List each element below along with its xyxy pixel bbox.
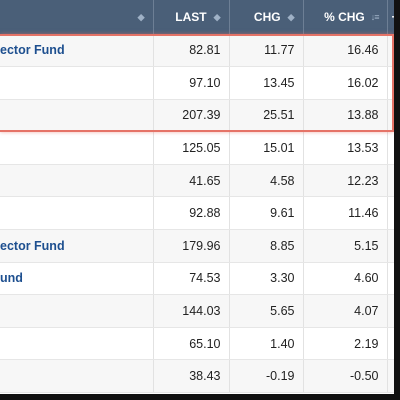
change-cell: 15.01 <box>229 131 304 165</box>
percent-change-cell: 11.46 <box>303 196 388 231</box>
last-price-cell: 125.05 <box>153 131 230 165</box>
column-header-last-label: LAST <box>175 10 207 24</box>
change-cell: 5.65 <box>229 294 304 328</box>
percent-change-cell: 4.07 <box>303 294 388 328</box>
last-price-cell: 92.88 <box>153 196 230 231</box>
column-header-pct-chg[interactable]: % CHG ↓≡ <box>303 0 388 34</box>
fund-name-link[interactable] <box>0 164 154 198</box>
table-row[interactable]: 125.05 15.01 13.53 <box>0 131 400 165</box>
table-row[interactable]: 97.10 13.45 16.02 <box>0 66 400 100</box>
last-price-cell: 74.53 <box>153 262 230 296</box>
sort-icon[interactable]: ◆ <box>137 12 145 22</box>
fund-name-link[interactable] <box>0 294 154 328</box>
table-row[interactable]: 38.43 -0.19 -0.50 <box>0 359 400 394</box>
table-row[interactable]: ector Fund 82.81 11.77 16.46 <box>0 34 400 68</box>
change-cell: 11.77 <box>229 34 304 68</box>
percent-change-cell: -0.50 <box>303 359 388 394</box>
sort-desc-icon[interactable]: ↓≡ <box>370 12 380 22</box>
last-price-cell: 144.03 <box>153 294 230 328</box>
percent-change-cell: 4.60 <box>303 262 388 296</box>
last-price-cell: 38.43 <box>153 359 230 394</box>
fund-name-link[interactable] <box>0 196 154 231</box>
column-header-name[interactable]: ◆ <box>0 0 154 34</box>
change-cell: 3.30 <box>229 262 304 296</box>
column-header-chg[interactable]: CHG ◆ <box>229 0 304 34</box>
fund-name-link[interactable] <box>0 131 154 165</box>
window-edge <box>394 0 400 400</box>
last-price-cell: 82.81 <box>153 34 230 68</box>
sort-icon[interactable]: ◆ <box>213 12 221 22</box>
table-row[interactable]: ector Fund 179.96 8.85 5.15 <box>0 229 400 263</box>
table-row[interactable]: und 74.53 3.30 4.60 <box>0 262 400 296</box>
last-price-cell: 41.65 <box>153 164 230 198</box>
last-price-cell: 97.10 <box>153 66 230 100</box>
fund-name-link[interactable] <box>0 327 154 361</box>
table-row[interactable]: 144.03 5.65 4.07 <box>0 294 400 328</box>
change-cell: -0.19 <box>229 359 304 394</box>
column-header-chg-label: CHG <box>253 10 281 24</box>
table-row[interactable]: 41.65 4.58 12.23 <box>0 164 400 198</box>
percent-change-cell: 5.15 <box>303 229 388 263</box>
sort-icon[interactable]: ◆ <box>287 12 295 22</box>
table-row[interactable]: 65.10 1.40 2.19 <box>0 327 400 361</box>
change-cell: 9.61 <box>229 196 304 231</box>
percent-change-cell: 2.19 <box>303 327 388 361</box>
change-cell: 25.51 <box>229 99 304 133</box>
change-cell: 4.58 <box>229 164 304 198</box>
percent-change-cell: 12.23 <box>303 164 388 198</box>
percent-change-cell: 16.46 <box>303 34 388 68</box>
fund-name-link[interactable] <box>0 359 154 394</box>
change-cell: 1.40 <box>229 327 304 361</box>
fund-name-link[interactable] <box>0 99 154 133</box>
fund-name-link[interactable]: und <box>0 262 154 296</box>
table-row[interactable]: 207.39 25.51 13.88 <box>0 99 400 133</box>
table-row[interactable]: 92.88 9.61 11.46 <box>0 196 400 231</box>
fund-name-link[interactable]: ector Fund <box>0 34 154 68</box>
table-header-row: ◆ LAST◆ CHG◆ % CHG↓≡ +/ <box>0 0 400 34</box>
change-cell: 13.45 <box>229 66 304 100</box>
table-body: ector Fund 82.81 11.77 16.46 97.10 13.45 16.02… <box>0 34 400 394</box>
fund-name-link[interactable]: ector Fund <box>0 229 154 263</box>
column-header-pct-chg-label: % CHG <box>324 10 365 24</box>
fund-name-link[interactable] <box>0 66 154 100</box>
percent-change-cell: 16.02 <box>303 66 388 100</box>
change-cell: 8.85 <box>229 229 304 263</box>
percent-change-cell: 13.88 <box>303 99 388 133</box>
window-edge <box>0 394 400 400</box>
last-price-cell: 179.96 <box>153 229 230 263</box>
last-price-cell: 207.39 <box>153 99 230 133</box>
percent-change-cell: 13.53 <box>303 131 388 165</box>
column-header-last[interactable]: LAST ◆ <box>153 0 230 34</box>
last-price-cell: 65.10 <box>153 327 230 361</box>
